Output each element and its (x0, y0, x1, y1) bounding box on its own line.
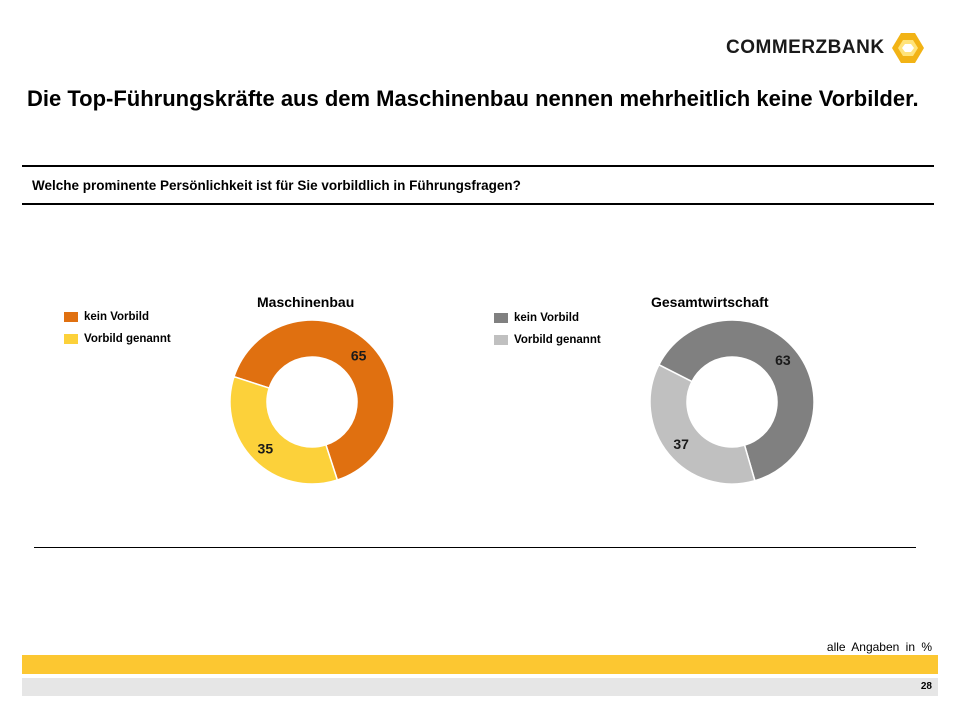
donut-slice-vorbild-genannt (229, 375, 339, 485)
page-title: Die Top-Führungskräfte aus dem Maschinen… (27, 86, 919, 111)
legend-label: kein Vorbild (84, 311, 149, 323)
title-divider (22, 165, 934, 167)
survey-question: Welche prominente Persönlichkeit ist für… (32, 178, 521, 193)
footer-grey-band (22, 678, 938, 696)
chart-title-maschinenbau: Maschinenbau (257, 294, 355, 310)
legend-label: Vorbild genannt (514, 334, 601, 346)
data-label: 65 (351, 347, 367, 363)
legend-swatch-vorbild-genannt (494, 335, 508, 345)
legend-item: Vorbild genannt (494, 329, 601, 351)
donut-slice-kein-vorbild (657, 319, 815, 482)
donut-chart-gesamtwirtschaft: 63 37 (649, 319, 815, 485)
donut-chart-maschinenbau: 65 35 (229, 319, 395, 485)
data-label: 37 (673, 436, 689, 452)
data-label: 35 (258, 441, 274, 457)
brand-name: COMMERZBANK (726, 37, 885, 58)
legend-gesamtwirtschaft: kein Vorbild Vorbild genannt (494, 307, 601, 351)
data-label: 63 (775, 352, 791, 368)
chart-title-gesamtwirtschaft: Gesamtwirtschaft (651, 294, 769, 310)
page-number: 28 (920, 681, 932, 692)
legend-item: Vorbild genannt (64, 328, 171, 350)
commerzbank-logo: COMMERZBANK (726, 30, 925, 66)
legend-maschinenbau: kein Vorbild Vorbild genannt (64, 306, 171, 350)
question-divider (22, 203, 934, 205)
ribbon-logo-icon (891, 33, 924, 63)
legend-label: Vorbild genannt (84, 333, 171, 345)
legend-swatch-kein-vorbild (64, 312, 78, 322)
donut-slice-vorbild-genannt (649, 363, 756, 485)
legend-item: kein Vorbild (494, 307, 601, 329)
legend-item: kein Vorbild (64, 306, 171, 328)
legend-swatch-kein-vorbild (494, 313, 508, 323)
legend-label: kein Vorbild (514, 312, 579, 324)
chart-bottom-divider (34, 547, 916, 548)
legend-swatch-vorbild-genannt (64, 334, 78, 344)
units-footnote: alle Angaben in % (826, 640, 932, 654)
donut-slice-kein-vorbild (233, 319, 395, 481)
footer-yellow-band (22, 655, 938, 674)
